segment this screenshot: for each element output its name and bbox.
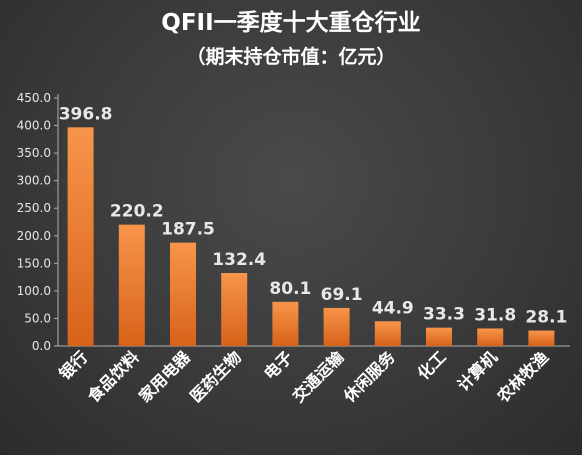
data-label: 33.3 [423, 305, 465, 325]
bar [477, 328, 504, 346]
data-label: 80.1 [269, 279, 311, 299]
data-label: 69.1 [321, 285, 363, 305]
category-label: 银行 [55, 347, 91, 383]
category-label: 计算机 [454, 347, 501, 394]
data-label: 44.9 [372, 298, 414, 318]
bar [170, 242, 196, 346]
chart-title: QFII一季度十大重仓行业 [161, 10, 421, 36]
y-tick-label: 250.0 [17, 201, 51, 215]
bar [426, 327, 452, 346]
data-label: 28.1 [525, 308, 567, 328]
category-label: 农林牧渔 [493, 347, 552, 406]
category-label: 食品饮料 [83, 347, 142, 406]
bar [374, 321, 401, 346]
y-tick-label: 100.0 [17, 284, 51, 298]
bar [528, 330, 555, 346]
y-tick-label: 450.0 [17, 91, 51, 105]
y-tick-label: 350.0 [17, 146, 51, 160]
category-label: 化工 [414, 347, 450, 383]
bar [323, 307, 350, 346]
category-label: 家用电器 [135, 347, 194, 406]
y-tick-label: 200.0 [17, 229, 51, 243]
bar [67, 127, 94, 346]
data-label: 31.8 [474, 305, 516, 325]
data-label: 187.5 [161, 220, 215, 240]
category-label: 医药生物 [186, 347, 245, 406]
y-tick-label: 300.0 [17, 174, 51, 188]
bar [118, 224, 145, 346]
y-tick-label: 50.0 [24, 311, 51, 325]
y-tick-label: 400.0 [17, 119, 51, 133]
data-label: 396.8 [59, 104, 113, 124]
y-axis: 0.0 50.0 100.0 150.0 200.0 250.0 300.0 350.0 400… [17, 91, 570, 353]
data-label: 132.4 [212, 250, 266, 270]
bar [221, 273, 248, 346]
category-label: 交通运输 [289, 347, 348, 406]
bar [272, 301, 299, 346]
y-tick-label: 0.0 [32, 339, 51, 353]
data-label: 220.2 [110, 202, 164, 222]
bars-group [67, 127, 555, 346]
category-label: 电子 [260, 347, 296, 383]
chart-subtitle: （期末持仓市值：亿元） [186, 46, 396, 68]
category-label: 休闲服务 [339, 347, 399, 407]
y-tick-label: 150.0 [17, 256, 51, 270]
